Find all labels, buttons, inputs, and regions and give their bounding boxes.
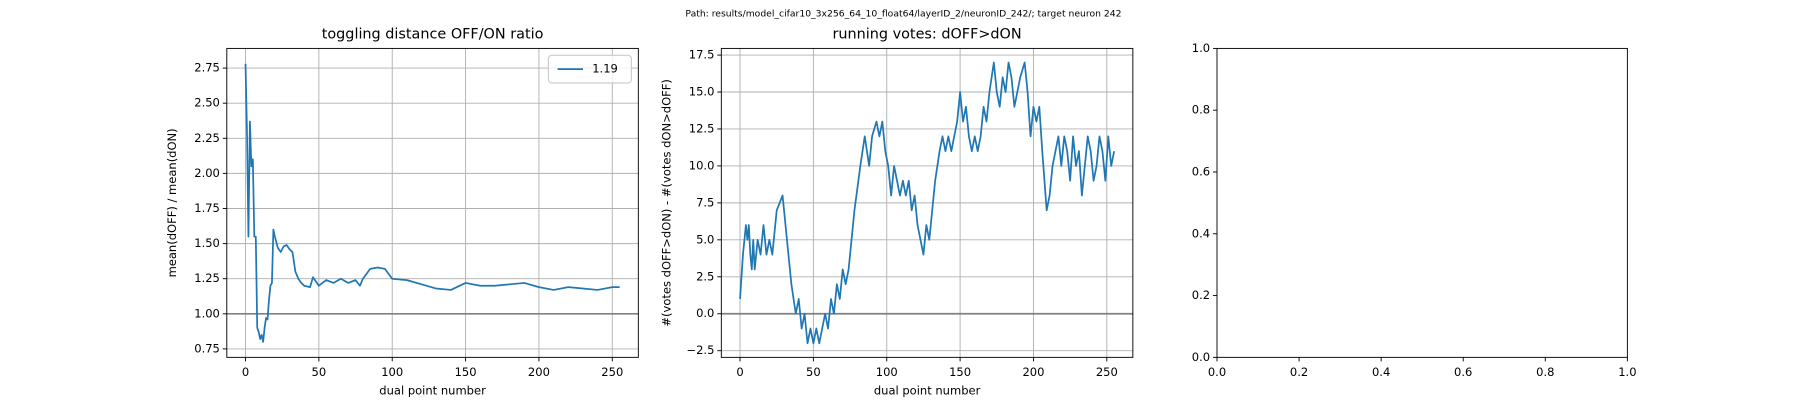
data-line	[244, 63, 620, 343]
x-tick-label: 100	[381, 365, 403, 379]
x-tick-label: 0	[242, 365, 249, 379]
x-tick-label: 0.8	[1536, 365, 1554, 379]
figure-title: Path: results/model_cifar10_3x256_64_10_…	[685, 8, 1121, 19]
y-axis-label: #(votes dOFF>dON) - #(votes dON>dOFF)	[660, 79, 674, 327]
y-tick-label: 1.50	[194, 236, 220, 250]
x-tick-label: 150	[455, 365, 477, 379]
y-tick-label: 2.00	[194, 166, 220, 180]
x-tick-label: 250	[1096, 365, 1118, 379]
x-tick-label: 0	[736, 365, 743, 379]
y-tick-label: 17.5	[689, 48, 715, 62]
y-tick-label: 2.25	[194, 131, 220, 145]
y-tick-label: 0.6	[1192, 164, 1210, 178]
y-tick-label: 0.0	[696, 306, 714, 320]
y-tick-label: 2.75	[194, 61, 220, 75]
y-axis-label: mean(dOFF) / mean(dON)	[165, 128, 179, 277]
x-tick-label: 0.6	[1454, 365, 1472, 379]
axes-title: running votes: dOFF>dON	[833, 27, 1022, 43]
y-tick-label: 2.50	[194, 96, 220, 110]
y-tick-label: 1.0	[1192, 41, 1210, 55]
y-tick-label: 0.2	[1192, 288, 1210, 302]
y-tick-label: 0.0	[1192, 350, 1210, 364]
y-tick-label: 10.0	[689, 158, 715, 172]
x-axis-label: dual point number	[874, 383, 981, 397]
data-line	[739, 61, 1115, 345]
x-tick-label: 0.2	[1290, 365, 1308, 379]
x-tick-label: 200	[1022, 365, 1044, 379]
y-tick-label: 1.25	[194, 271, 220, 285]
y-tick-label: 0.8	[1192, 103, 1210, 117]
x-tick-label: 0.0	[1208, 365, 1226, 379]
x-tick-label: 1.0	[1618, 365, 1636, 379]
x-axis-label: dual point number	[379, 383, 486, 397]
x-tick-label: 250	[601, 365, 623, 379]
x-tick-label: 0.4	[1372, 365, 1390, 379]
y-tick-label: 12.5	[689, 121, 715, 135]
x-tick-label: 100	[876, 365, 898, 379]
legend-box	[547, 54, 632, 84]
x-tick-label: 50	[806, 365, 821, 379]
axes-frame	[1216, 47, 1628, 358]
x-tick-label: 50	[312, 365, 327, 379]
y-tick-label: 1.75	[194, 201, 220, 215]
y-tick-label: 0.4	[1192, 226, 1210, 240]
x-tick-label: 150	[949, 365, 971, 379]
axes-frame	[226, 47, 639, 358]
legend-label: 1.19	[592, 62, 618, 76]
y-tick-label: 1.00	[194, 306, 220, 320]
axes-frame	[720, 47, 1134, 358]
y-tick-label: 15.0	[689, 85, 715, 99]
y-tick-label: 5.0	[696, 232, 714, 246]
x-tick-label: 200	[528, 365, 550, 379]
y-tick-label: 2.5	[696, 269, 714, 283]
y-tick-label: −2.5	[686, 343, 714, 357]
axes-title: toggling distance OFF/ON ratio	[322, 27, 544, 43]
y-tick-label: 0.75	[194, 341, 220, 355]
y-tick-label: 7.5	[696, 195, 714, 209]
